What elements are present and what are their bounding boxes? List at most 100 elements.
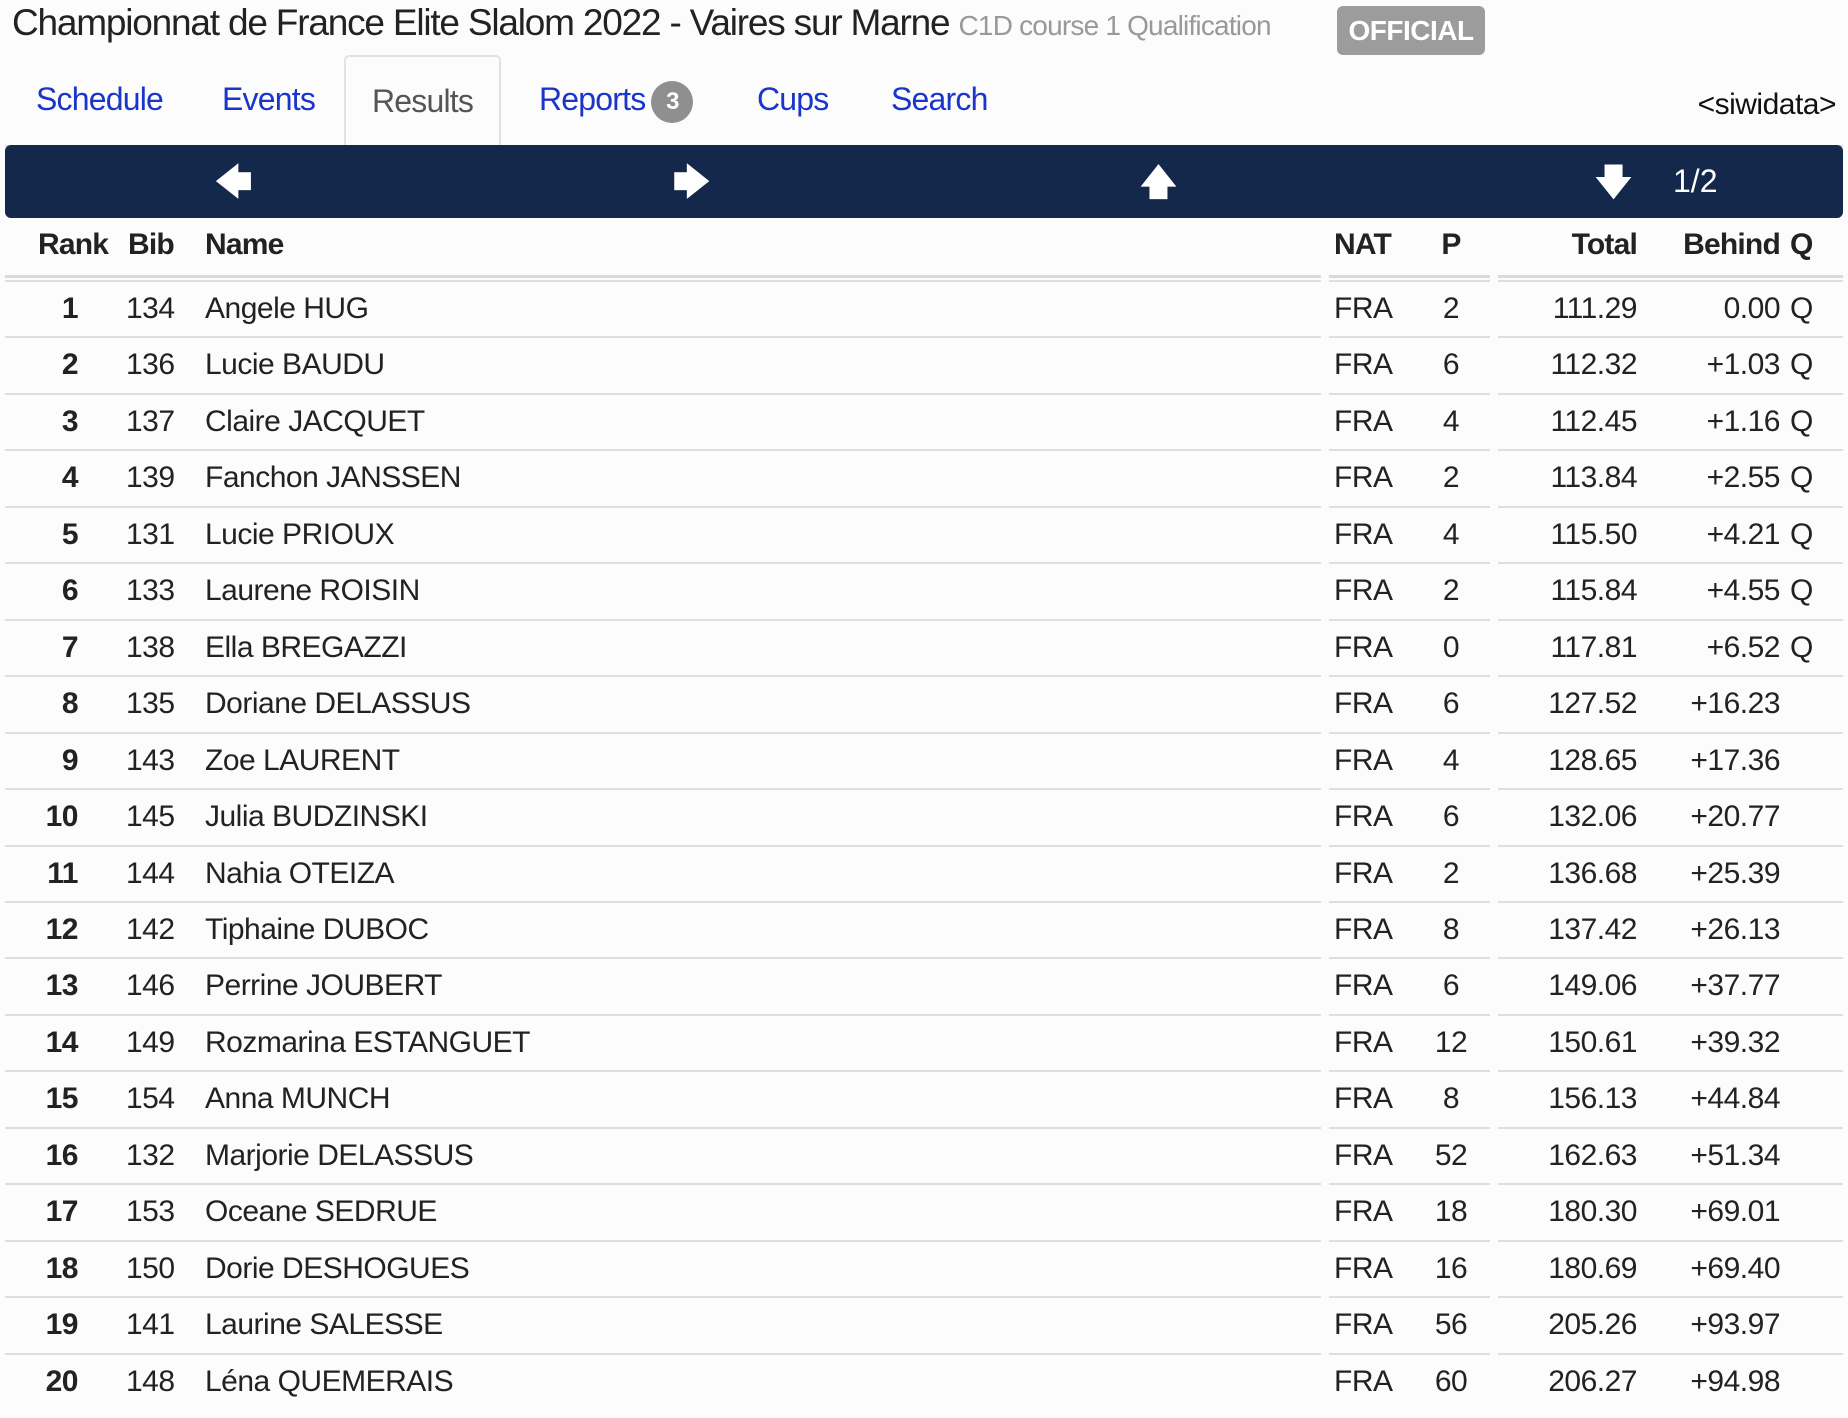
tab-schedule[interactable]: Schedule: [36, 81, 164, 117]
total-cell: 162.63: [1548, 1138, 1637, 1172]
table-row[interactable]: 15 154 Anna MUNCH FRA 8 156.13 +44.84: [0, 1070, 1848, 1128]
table-row[interactable]: 17 153 Oceane SEDRUE FRA 18 180.30 +69.01: [0, 1183, 1848, 1241]
row-divider: [1329, 1352, 1490, 1355]
table-row[interactable]: 2 136 Lucie BAUDU FRA 6 112.32 +1.03 Q: [0, 336, 1848, 394]
row-divider: [1498, 505, 1843, 508]
siwidata-logo[interactable]: <siwidata>: [1697, 88, 1837, 121]
rank-cell: 11: [47, 856, 78, 890]
total-cell: 149.06: [1548, 969, 1637, 1003]
bib-cell: 142: [126, 912, 175, 946]
nat-cell: FRA: [1334, 969, 1393, 1003]
table-row[interactable]: 12 142 Tiphaine DUBOC FRA 8 137.42 +26.13: [0, 900, 1848, 959]
col-name[interactable]: Name: [205, 228, 284, 261]
tab-events[interactable]: Events: [222, 81, 316, 117]
tab-reports-label: Reports: [539, 81, 646, 117]
row-divider: [1329, 1239, 1490, 1242]
table-row[interactable]: 8 135 Doriane DELASSUS FRA 6 127.52 +16.23: [0, 675, 1848, 733]
row-divider: [5, 1239, 1321, 1242]
row-divider: [1498, 957, 1843, 960]
nat-cell: FRA: [1334, 1251, 1393, 1285]
rank-cell: 18: [45, 1251, 79, 1285]
total-cell: 111.29: [1552, 292, 1638, 325]
behind-cell: +94.98: [1690, 1364, 1780, 1398]
row-divider: [1329, 562, 1490, 565]
table-row[interactable]: 18 150 Dorie DESHOGUES FRA 16 180.69 +69.40: [0, 1239, 1848, 1298]
row-divider: [1329, 336, 1490, 339]
table-row[interactable]: 19 141 Laurine SALESSE FRA 56 205.26 +93.97: [0, 1296, 1848, 1354]
nat-cell: FRA: [1334, 856, 1393, 890]
name-cell: Claire JACQUET: [205, 404, 425, 438]
row-divider: [1498, 392, 1843, 395]
qualified-cell: Q: [1790, 461, 1813, 495]
table-row[interactable]: 11 144 Nahia OTEIZA FRA 2 136.68 +25.39: [0, 844, 1848, 903]
penalty-cell: 2: [1442, 292, 1460, 325]
row-divider: [5, 731, 1321, 734]
col-total[interactable]: Total: [1571, 228, 1638, 261]
nat-cell: FRA: [1334, 292, 1393, 325]
row-divider: [1498, 449, 1843, 452]
penalty-cell: 6: [1442, 348, 1460, 382]
row-divider: [1329, 1183, 1490, 1186]
tab-bar: Schedule Events Results Reports 3 Cups Se…: [5, 55, 1843, 147]
behind-cell: +93.97: [1690, 1308, 1780, 1342]
rank-cell: 2: [61, 348, 79, 382]
col-bib[interactable]: Bib: [128, 228, 175, 261]
table-row[interactable]: 4 139 Fanchon JANSSEN FRA 2 113.84 +2.55 Q: [0, 449, 1848, 507]
row-divider: [1329, 900, 1490, 903]
row-divider: [5, 844, 1321, 847]
behind-cell: +4.55: [1706, 574, 1781, 608]
tab-results[interactable]: Results: [344, 55, 501, 147]
table-row[interactable]: 5 131 Lucie PRIOUX FRA 4 115.50 +4.21 Q: [0, 505, 1848, 564]
row-divider: [1498, 280, 1843, 282]
tab-cups[interactable]: Cups: [757, 81, 829, 117]
bib-cell: 153: [126, 1195, 175, 1229]
table-row[interactable]: 20 148 Léna QUEMERAIS FRA 60 206.27 +94.98: [0, 1352, 1848, 1411]
row-divider: [5, 675, 1321, 678]
col-behind[interactable]: Behind: [1683, 228, 1781, 261]
rank-cell: 4: [61, 461, 79, 495]
qualified-cell: Q: [1790, 630, 1813, 664]
arrow-down-icon[interactable]: 🡇: [1595, 161, 1633, 202]
nat-cell: FRA: [1334, 348, 1393, 382]
table-row[interactable]: 16 132 Marjorie DELASSUS FRA 52 162.63 +51.34: [0, 1126, 1848, 1185]
table-row[interactable]: 9 143 Zoe LAURENT FRA 4 128.65 +17.36: [0, 731, 1848, 790]
table-row[interactable]: 7 138 Ella BREGAZZI FRA 0 117.81 +6.52 Q: [0, 618, 1848, 677]
penalty-cell: 0: [1442, 630, 1460, 664]
total-cell: 180.30: [1548, 1195, 1637, 1229]
col-nat[interactable]: NAT: [1334, 228, 1392, 261]
row-divider: [1329, 957, 1490, 960]
table-row[interactable]: 14 149 Rozmarina ESTANGUET FRA 12 150.61 +39.3…: [0, 1013, 1848, 1072]
rank-cell: 9: [61, 743, 79, 777]
row-divider: [5, 1296, 1321, 1299]
behind-cell: +17.36: [1690, 743, 1780, 777]
tab-reports[interactable]: Reports 3: [539, 55, 694, 145]
row-divider: [1498, 788, 1843, 791]
arrow-up-icon[interactable]: 🡅: [1140, 161, 1178, 202]
behind-cell: +44.84: [1690, 1082, 1780, 1116]
penalty-cell: 4: [1442, 404, 1460, 438]
nat-cell: FRA: [1334, 1364, 1393, 1398]
bib-cell: 149: [126, 1025, 175, 1059]
row-divider: [1329, 731, 1490, 734]
total-cell: 137.42: [1548, 912, 1637, 946]
total-cell: 180.69: [1548, 1251, 1637, 1285]
table-row[interactable]: 3 137 Claire JACQUET FRA 4 112.45 +1.16 Q: [0, 392, 1848, 451]
arrow-right-icon[interactable]: 🡆: [673, 161, 711, 202]
bib-cell: 146: [126, 969, 175, 1003]
col-rank[interactable]: Rank: [38, 228, 109, 261]
table-row[interactable]: 6 133 Laurene ROISIN FRA 2 115.84 +4.55 Q: [0, 562, 1848, 620]
name-cell: Fanchon JANSSEN: [205, 461, 461, 495]
arrow-left-icon[interactable]: 🡄: [215, 161, 253, 202]
penalty-cell: 52: [1434, 1138, 1468, 1172]
row-divider: [1498, 675, 1843, 678]
table-row[interactable]: 1 134 Angele HUG FRA 2 111.29 0.00 Q: [0, 280, 1848, 338]
bib-cell: 137: [126, 404, 175, 438]
table-row[interactable]: 10 145 Julia BUDZINSKI FRA 6 132.06 +20.77: [0, 788, 1848, 846]
row-divider: [1329, 618, 1490, 621]
page-indicator: 1/2: [1673, 163, 1718, 199]
tab-search[interactable]: Search: [891, 81, 988, 117]
total-cell: 112.32: [1550, 348, 1637, 382]
table-row[interactable]: 13 146 Perrine JOUBERT FRA 6 149.06 +37.77: [0, 957, 1848, 1015]
behind-cell: +51.34: [1690, 1138, 1780, 1172]
col-p[interactable]: P: [1441, 228, 1461, 261]
